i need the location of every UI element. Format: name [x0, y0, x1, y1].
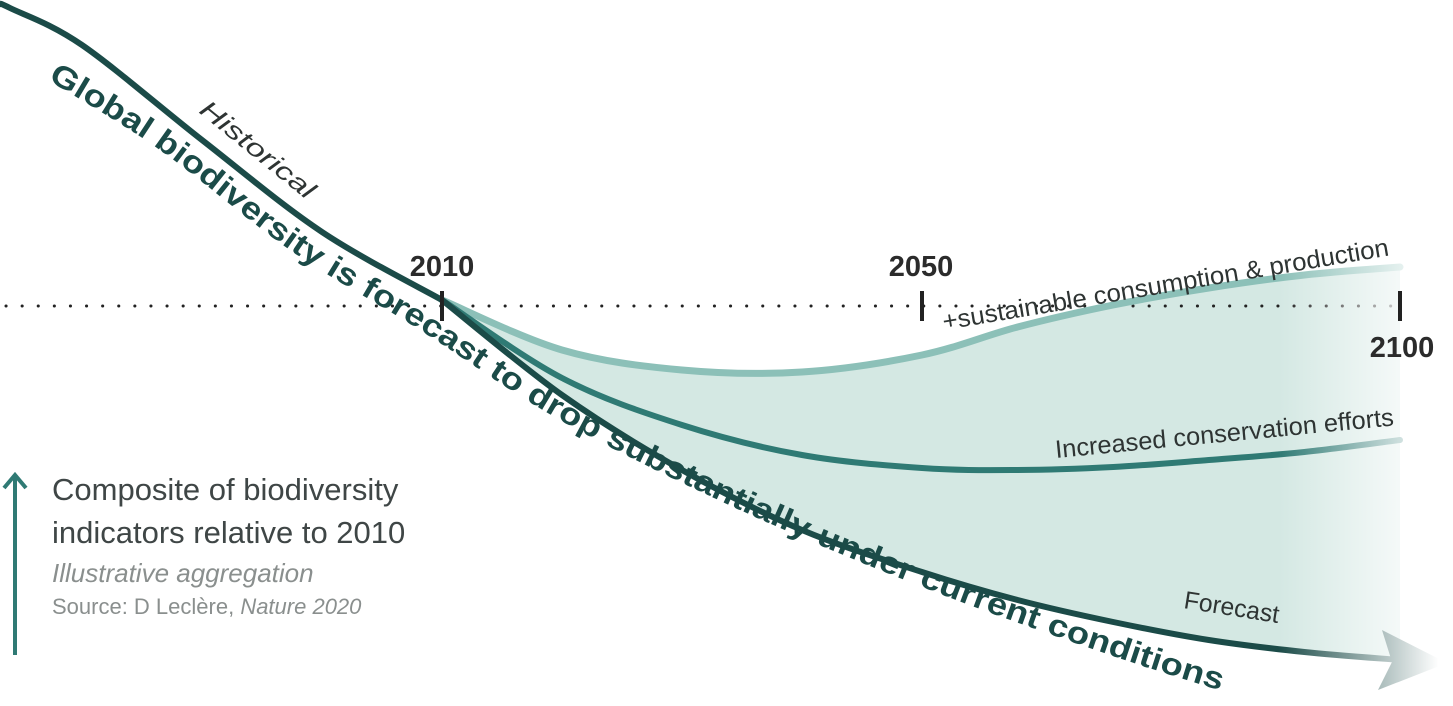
x-tick-label-2050: 2050 [889, 251, 954, 283]
x-tick-label-2010: 2010 [410, 251, 475, 283]
source-journal: Nature 2020 [240, 594, 362, 619]
arrow-up-icon [2, 471, 28, 490]
x-tick-label-2100: 2100 [1370, 332, 1435, 364]
y-axis-legend: Composite of biodiversity indicators rel… [52, 468, 432, 622]
source: Source: D Leclère, Nature 2020 [52, 592, 432, 622]
y-axis-label: Composite of biodiversity indicators rel… [52, 472, 406, 550]
subtitle: Illustrative aggregation [52, 558, 314, 588]
source-prefix: Source: D Leclère, [52, 594, 241, 619]
